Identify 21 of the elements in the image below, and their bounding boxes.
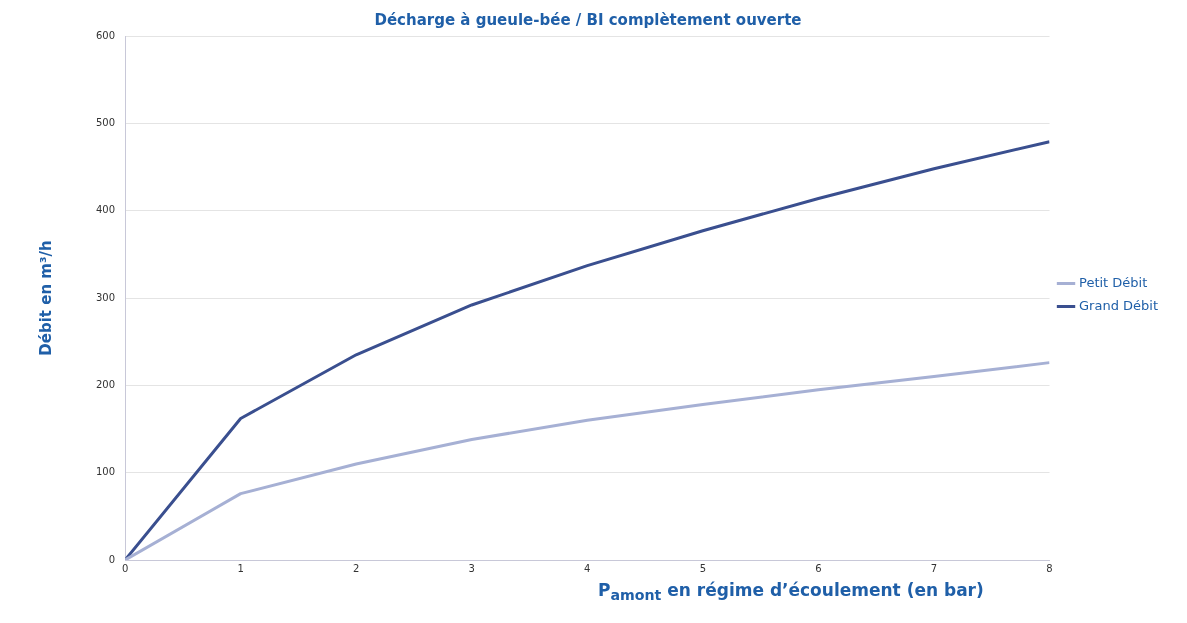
y-tick-label: 200	[95, 378, 116, 390]
x-tick-label: 6	[815, 562, 822, 574]
y-tick-label: 500	[95, 116, 116, 128]
x-tick-label: 4	[584, 562, 591, 574]
y-tick-label: 300	[95, 291, 116, 303]
y-tick-label: 400	[95, 204, 116, 216]
x-tick-label: 0	[121, 562, 129, 574]
y-tick-label: 0	[108, 553, 116, 565]
x-tick-label: 3	[468, 562, 475, 574]
legend-label: Grand Débit	[1079, 297, 1159, 313]
y-tick-label: 100	[95, 466, 116, 478]
x-axis-title: P$_{amont}$ en régime d’écoulement (en bar)	[597, 580, 985, 604]
y-tick-label: 600	[95, 29, 116, 41]
x-tick-label: 2	[353, 562, 360, 574]
chart-title: Décharge à gueule-bée / BI complètement ouverte	[374, 10, 802, 29]
legend-label: Petit Débit	[1079, 274, 1148, 290]
y-axis-title: Débit en m³/h	[36, 240, 55, 356]
x-tick-label: 7	[930, 562, 938, 574]
x-tick-label: 5	[699, 562, 707, 574]
x-tick-label: 1	[237, 562, 244, 574]
x-tick-label: 8	[1046, 562, 1053, 574]
